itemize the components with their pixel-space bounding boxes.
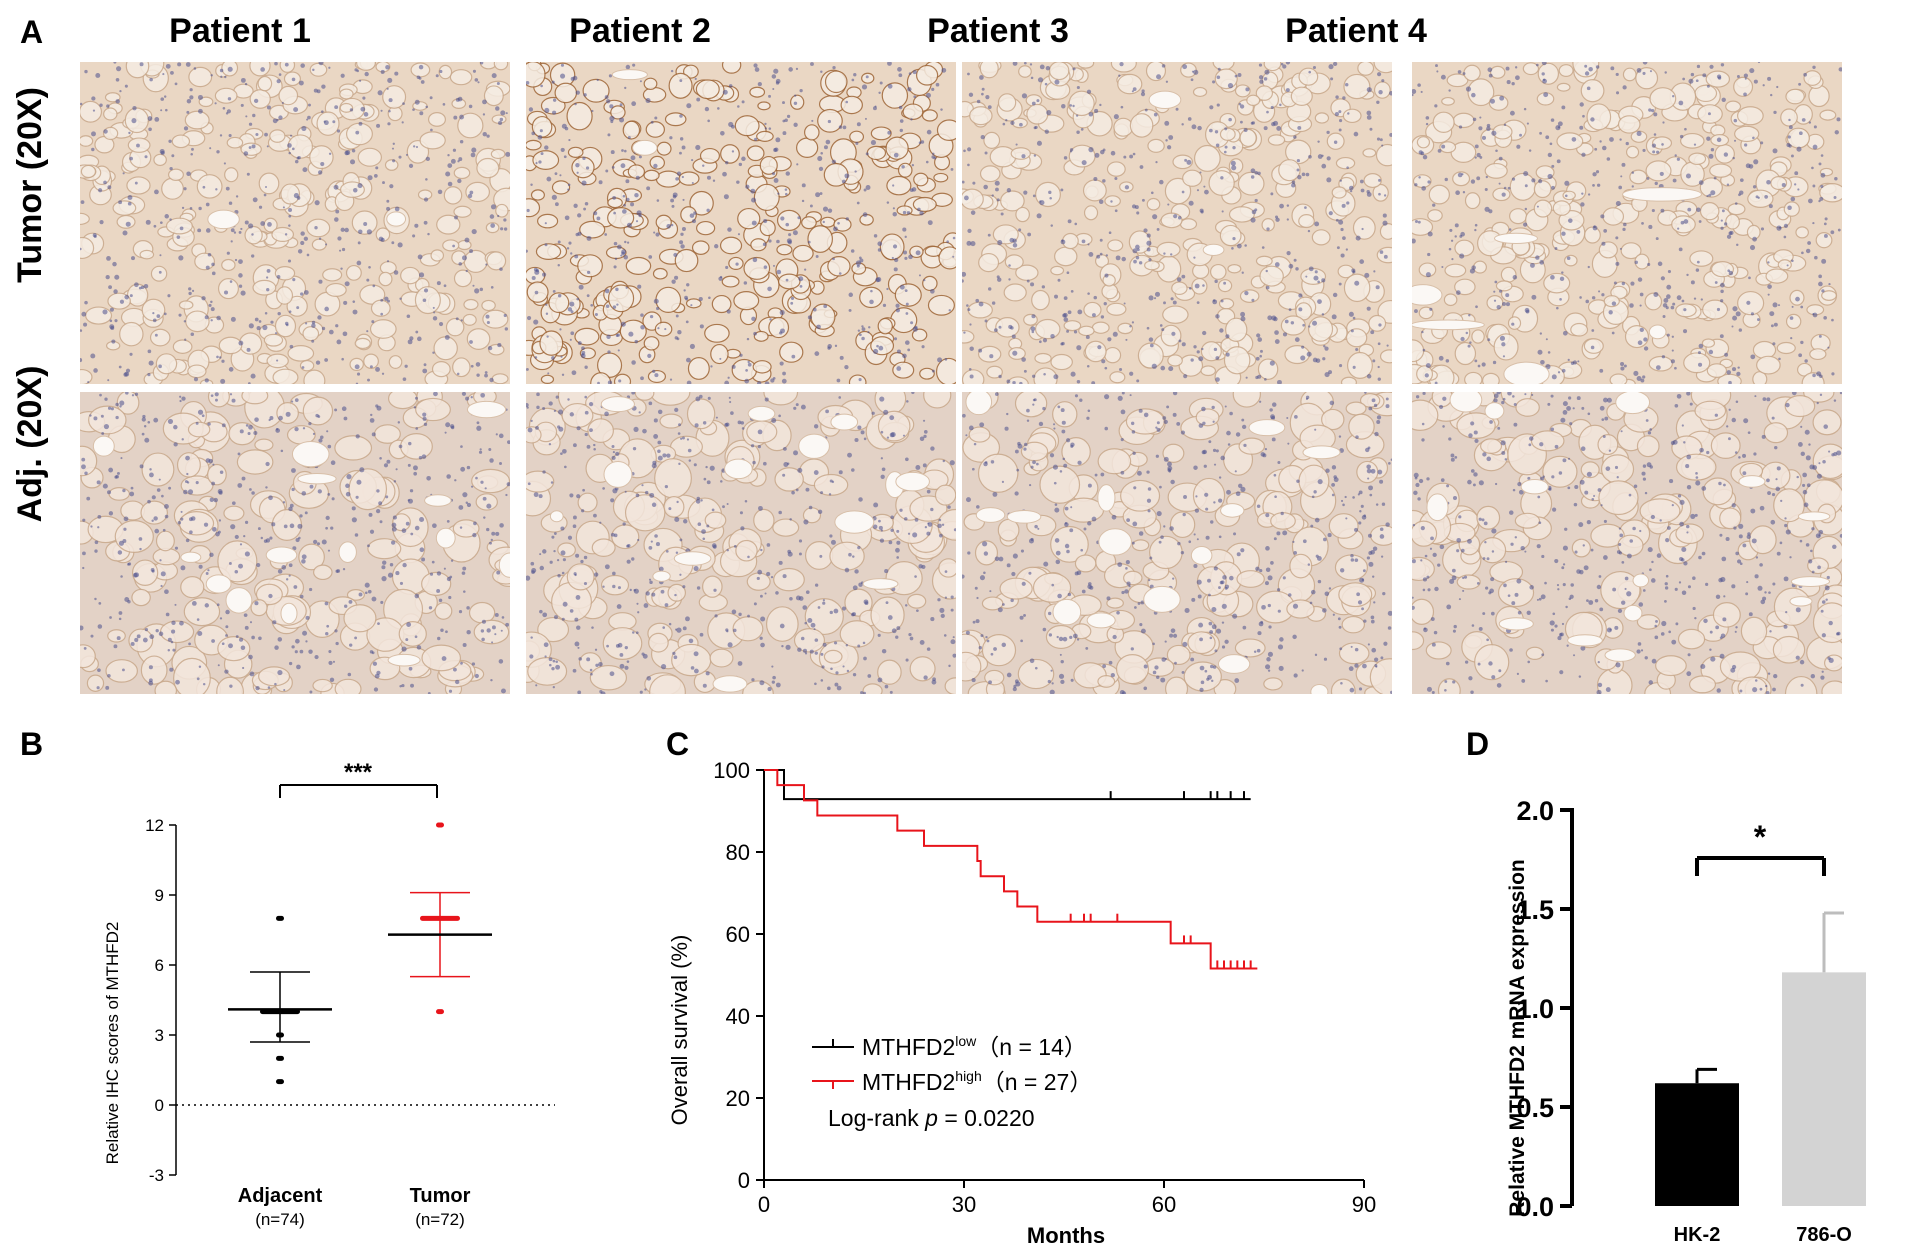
b-category-adjacent: Adjacent	[238, 1185, 323, 1207]
b-significance: ***	[344, 759, 373, 786]
c-y-label: Overall survival (%)	[667, 935, 692, 1126]
c-y-tick-label: 100	[713, 758, 750, 783]
d-y-label: Relative MTHFD2 mRNA expression	[1506, 859, 1529, 1216]
adjacent-ihc-image-patient-4	[1412, 392, 1842, 694]
panel-a-letter: A	[20, 14, 44, 50]
row-label-adjacent: Adj. (20X)	[11, 365, 49, 523]
b-y-axis: -3 0 3 6 9 12	[145, 816, 177, 1185]
c-y-tick-label: 20	[726, 1086, 750, 1111]
d-category-hk2: HK-2	[1674, 1224, 1721, 1246]
c-y-tick-label: 60	[726, 922, 750, 947]
c-y-tick-label: 80	[726, 840, 750, 865]
c-axes: 0 20 40 60 80 100 0 30 60 90	[713, 758, 1376, 1217]
c-y-tick-label: 0	[738, 1168, 750, 1193]
adjacent-ihc-image-patient-3	[962, 392, 1392, 694]
b-n-tumor: (n=72)	[415, 1210, 465, 1229]
d-y-tick-label: 0.0	[1516, 1192, 1554, 1222]
d-bar-786-O	[1782, 972, 1866, 1206]
c-legend-low-text: MTHFD2low（n = 14）	[862, 1033, 1087, 1060]
d-y-axis: 0.0 0.5 1.0 1.5 2.0	[1516, 796, 1574, 1222]
b-y-tick-label: 3	[155, 1026, 164, 1045]
c-x-tick-label: 0	[758, 1192, 770, 1217]
b-y-tick-label: -3	[149, 1166, 164, 1185]
tumor-ihc-image-patient-2	[526, 62, 956, 384]
c-curve-high	[764, 769, 1258, 970]
b-y-tick-label: 9	[155, 886, 164, 905]
b-data-marks	[228, 822, 492, 1085]
b-y-tick-label: 0	[155, 1096, 164, 1115]
b-y-tick-label: 12	[145, 816, 164, 835]
c-logrank-annotation: Log-rank p = 0.0220	[828, 1105, 1035, 1131]
patient-2-header: Patient 2	[569, 12, 711, 50]
b-n-adjacent: (n=74)	[255, 1210, 305, 1229]
panel-b-scatter-chart: -3 0 3 6 9 12 *** Relative IHC scores of MTHF…	[103, 759, 555, 1229]
row-label-tumor: Tumor (20X)	[11, 87, 49, 283]
b-y-tick-label: 6	[155, 956, 164, 975]
tumor-ihc-image-patient-3	[962, 62, 1392, 384]
b-data-point	[276, 915, 284, 921]
d-significance: *	[1754, 819, 1767, 855]
d-y-tick-label: 2.0	[1516, 796, 1554, 826]
tumor-ihc-image-patient-1	[80, 62, 510, 384]
d-y-tick-label: 0.5	[1516, 1093, 1554, 1123]
b-data-point	[436, 822, 444, 828]
panel-b-letter: B	[20, 726, 44, 762]
c-x-tick-label: 30	[952, 1192, 976, 1217]
panel-c-survival-chart: 0 20 40 60 80 100 0 30 60 90 Overall survival (%)…	[667, 758, 1376, 1248]
c-legend-high-text: MTHFD2high（n = 27）	[862, 1068, 1092, 1095]
b-y-label: Relative IHC scores of MTHFD2	[103, 922, 122, 1165]
c-y-tick-label: 40	[726, 1004, 750, 1029]
c-x-tick-label: 90	[1352, 1192, 1376, 1217]
c-curve-low	[764, 769, 1251, 801]
patient-1-header: Patient 1	[169, 12, 311, 50]
c-x-label: Months	[1027, 1223, 1105, 1248]
patient-3-header: Patient 3	[927, 12, 1069, 50]
d-bar-HK-2	[1655, 1083, 1739, 1206]
panel-d-letter: D	[1466, 726, 1490, 762]
d-y-tick-label: 1.0	[1516, 994, 1554, 1024]
d-bars	[1655, 911, 1866, 1206]
tumor-ihc-image-patient-4	[1412, 62, 1842, 384]
c-x-tick-label: 60	[1152, 1192, 1176, 1217]
adjacent-ihc-image-patient-1	[80, 392, 510, 694]
d-y-tick-label: 1.5	[1516, 895, 1554, 925]
b-data-point	[276, 1079, 284, 1085]
b-data-point	[276, 1055, 284, 1061]
d-category-786o: 786-O	[1796, 1224, 1852, 1246]
panel-c-letter: C	[666, 726, 690, 762]
c-survival-curves	[764, 769, 1258, 970]
panel-d-bar-chart: 0.0 0.5 1.0 1.5 2.0 * Relative MTHFD2 mRNA e…	[1506, 796, 1866, 1246]
b-category-tumor: Tumor	[410, 1185, 471, 1207]
adjacent-ihc-image-patient-2	[526, 392, 956, 694]
patient-4-header: Patient 4	[1285, 12, 1427, 50]
b-data-point	[436, 1009, 444, 1015]
